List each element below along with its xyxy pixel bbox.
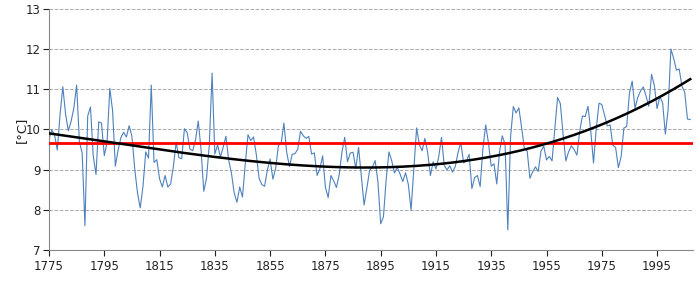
Y-axis label: [°C]: [°C] xyxy=(15,116,28,143)
